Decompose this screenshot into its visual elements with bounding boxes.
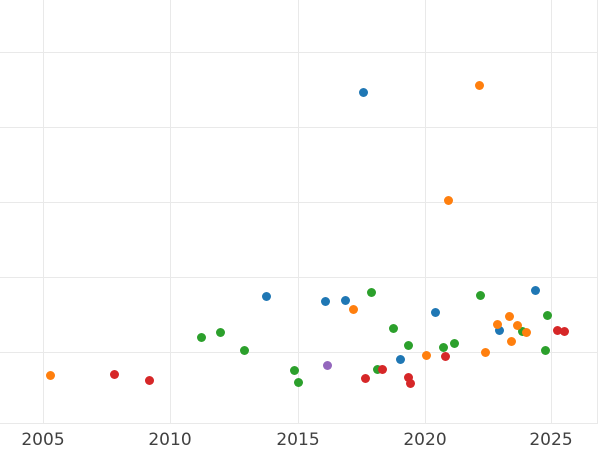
data-point-green xyxy=(215,327,225,337)
data-point-green xyxy=(438,342,448,352)
data-point-orange xyxy=(521,327,531,337)
data-point-blue xyxy=(530,285,540,295)
data-point-green xyxy=(372,364,382,374)
data-point-orange xyxy=(506,336,516,346)
data-point-orange xyxy=(421,350,431,360)
data-point-blue xyxy=(430,307,440,317)
data-point-green xyxy=(289,365,299,375)
v-gridline xyxy=(597,0,598,424)
h-gridline xyxy=(0,127,598,128)
data-point-green xyxy=(196,332,206,342)
data-point-green xyxy=(449,338,459,348)
v-gridline xyxy=(425,0,426,424)
data-point-green xyxy=(403,340,413,350)
data-point-orange xyxy=(443,195,453,205)
data-point-green xyxy=(293,377,303,387)
data-point-blue xyxy=(395,354,405,364)
data-point-blue xyxy=(494,325,504,335)
data-point-red xyxy=(552,325,562,335)
x-tick-label: 2025 xyxy=(529,430,573,450)
data-point-red xyxy=(440,351,450,361)
x-tick-label: 2015 xyxy=(276,430,320,450)
data-point-red xyxy=(144,375,154,385)
data-point-purple xyxy=(322,360,332,370)
h-gridline xyxy=(0,202,598,203)
data-point-red xyxy=(109,369,119,379)
x-tick-label: 2005 xyxy=(21,430,65,450)
data-point-green xyxy=(475,290,485,300)
data-point-orange xyxy=(45,370,55,380)
h-gridline xyxy=(0,423,598,424)
data-point-red xyxy=(403,372,413,382)
data-point-blue xyxy=(320,296,330,306)
data-point-orange xyxy=(348,304,358,314)
data-point-green xyxy=(239,345,249,355)
data-point-orange xyxy=(474,80,484,90)
h-gridline xyxy=(0,352,598,353)
v-gridline xyxy=(170,0,171,424)
data-point-red xyxy=(377,364,387,374)
data-point-red xyxy=(405,378,415,388)
data-point-orange xyxy=(512,320,522,330)
x-tick-label: 2010 xyxy=(148,430,192,450)
data-point-red xyxy=(360,373,370,383)
h-gridline xyxy=(0,277,598,278)
data-point-orange xyxy=(480,347,490,357)
data-point-orange xyxy=(492,319,502,329)
h-gridline xyxy=(0,52,598,53)
data-point-blue xyxy=(340,295,350,305)
v-gridline xyxy=(298,0,299,424)
x-tick-label: 2020 xyxy=(403,430,447,450)
data-point-green xyxy=(388,323,398,333)
data-point-blue xyxy=(358,87,368,97)
data-point-red xyxy=(559,326,569,336)
data-point-green xyxy=(366,287,376,297)
data-point-blue xyxy=(261,291,271,301)
data-point-green xyxy=(540,345,550,355)
data-point-green xyxy=(542,310,552,320)
v-gridline xyxy=(551,0,552,424)
v-gridline xyxy=(43,0,44,424)
data-point-orange xyxy=(504,311,514,321)
